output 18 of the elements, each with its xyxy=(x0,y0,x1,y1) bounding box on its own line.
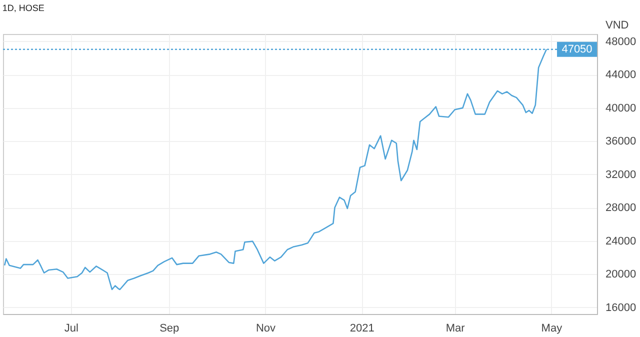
x-tick-label: Nov xyxy=(256,322,276,334)
x-tick-label: 2021 xyxy=(350,322,374,334)
y-tick-label: 20000 xyxy=(606,268,636,281)
ref-line-label: 47050 xyxy=(562,43,592,56)
y-tick-label: 48000 xyxy=(606,36,636,48)
y-tick-label: 36000 xyxy=(606,136,636,148)
y-tick-label: 40000 xyxy=(606,102,636,114)
y-tick-label: 16000 xyxy=(606,302,636,314)
y-tick-label: 44000 xyxy=(606,69,636,82)
y-tick-label: 28000 xyxy=(606,202,636,214)
y-axis-title: VND xyxy=(606,20,629,32)
x-tick-label: May xyxy=(541,322,563,334)
x-tick-label: Sep xyxy=(160,322,180,334)
y-tick-label: 24000 xyxy=(606,235,636,248)
chart-title: 1D, HOSE xyxy=(2,3,44,13)
x-tick-label: Mar xyxy=(446,322,466,334)
x-tick-label: Jul xyxy=(64,322,78,334)
y-tick-label: 32000 xyxy=(606,168,636,181)
